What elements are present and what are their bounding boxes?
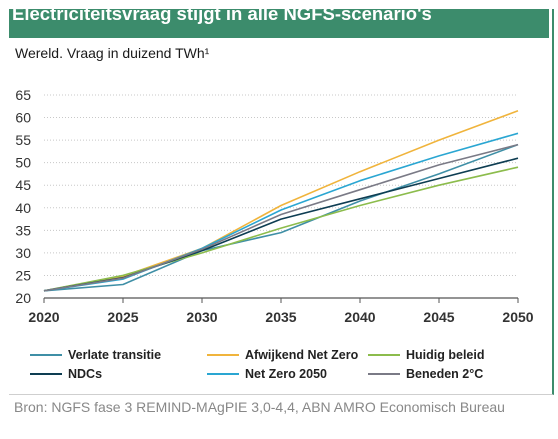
legend-item: Afwijkend Net Zero — [207, 346, 358, 364]
legend-swatch — [30, 373, 62, 375]
series-line-4 — [43, 132, 519, 292]
series-lines — [43, 110, 519, 292]
chart-frame — [9, 9, 554, 395]
x-axis-ticks: 2020 2025 2030 2035 2040 2045 2050 — [28, 298, 534, 325]
chart-title: Electriciteitsvraag stijgt in alle NGFS-… — [12, 3, 432, 24]
y-tick-label: 45 — [15, 177, 31, 193]
legend-label: Huidig beleid — [406, 348, 485, 362]
series-line-0 — [43, 143, 519, 292]
x-tick-label: 2030 — [186, 309, 217, 325]
y-tick-label: 40 — [15, 200, 31, 216]
legend-label: Net Zero 2050 — [245, 367, 327, 381]
y-tick-label: 25 — [15, 267, 31, 283]
source-note: Bron: NGFS fase 3 REMIND-MAgPIE 3,0-4,4,… — [14, 399, 505, 415]
legend-item: Verlate transitie — [30, 346, 161, 364]
legend-swatch — [368, 373, 400, 375]
legend-item: Net Zero 2050 — [207, 365, 327, 383]
series-line-5 — [43, 143, 519, 292]
series-line-3 — [43, 157, 519, 292]
y-tick-label: 50 — [15, 155, 31, 171]
y-tick-label: 35 — [15, 222, 31, 238]
legend-swatch — [207, 354, 239, 356]
legend-label: Afwijkend Net Zero — [245, 348, 359, 362]
x-tick-label: 2035 — [265, 309, 296, 325]
y-tick-label: 30 — [15, 245, 31, 261]
x-tick-label: 2020 — [28, 309, 59, 325]
legend-label: NDCs — [68, 367, 103, 381]
y-axis-ticks: 20 25 30 35 40 45 50 55 60 65 — [15, 87, 31, 306]
legend-swatch — [368, 354, 400, 356]
y-tick-label: 20 — [15, 290, 31, 306]
legend-label: Beneden 2°C — [406, 367, 484, 381]
y-tick-label: 55 — [15, 132, 31, 148]
legend-item: Huidig beleid — [368, 346, 484, 364]
y-tick-label: 60 — [15, 110, 31, 126]
x-tick-label: 2050 — [502, 309, 533, 325]
title-banner — [9, 9, 549, 38]
legend-item: NDCs — [30, 365, 102, 383]
gridlines — [44, 94, 518, 299]
legend-swatch — [207, 373, 239, 375]
x-tick-label: 2040 — [344, 309, 375, 325]
legend-item: Beneden 2°C — [368, 365, 483, 383]
series-line-1 — [43, 110, 519, 292]
legend-swatch — [30, 354, 62, 356]
x-tick-label: 2025 — [107, 309, 138, 325]
legend-label: Verlate transitie — [68, 348, 162, 362]
series-line-2 — [43, 166, 519, 292]
chart-subtitle: Wereld. Vraag in duizend TWh¹ — [15, 45, 210, 61]
x-tick-label: 2045 — [423, 309, 454, 325]
y-tick-label: 65 — [15, 87, 31, 103]
